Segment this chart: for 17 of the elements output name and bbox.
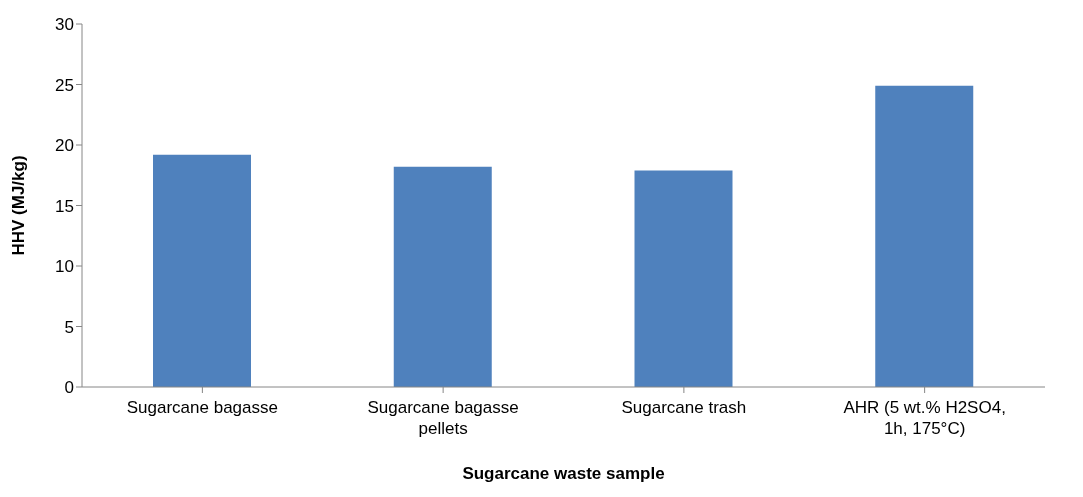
bar bbox=[875, 85, 974, 387]
y-tick-label: 20 bbox=[55, 136, 74, 156]
x-tick-label: Sugarcane trash bbox=[621, 398, 747, 417]
y-tick-label: 25 bbox=[55, 75, 74, 95]
bar bbox=[393, 166, 492, 387]
y-axis-title: HHV (MJ/kg) bbox=[9, 155, 29, 256]
y-tick-label: 5 bbox=[64, 317, 74, 337]
bar bbox=[153, 154, 251, 387]
y-tick-label: 30 bbox=[55, 15, 74, 35]
y-tick-label: 15 bbox=[55, 196, 74, 216]
y-tick-label: 0 bbox=[64, 378, 74, 398]
x-tick-label: Sugarcane bagasse bbox=[126, 398, 278, 417]
bar bbox=[634, 170, 733, 387]
y-tick-label: 10 bbox=[55, 257, 74, 277]
x-tick-label: Sugarcane bagasse pellets bbox=[367, 398, 519, 438]
x-tick-label: AHR (5 wt.% H2SO4, 1h, 175°C) bbox=[843, 398, 1006, 438]
x-axis-title: Sugarcane waste sample bbox=[462, 464, 665, 483]
